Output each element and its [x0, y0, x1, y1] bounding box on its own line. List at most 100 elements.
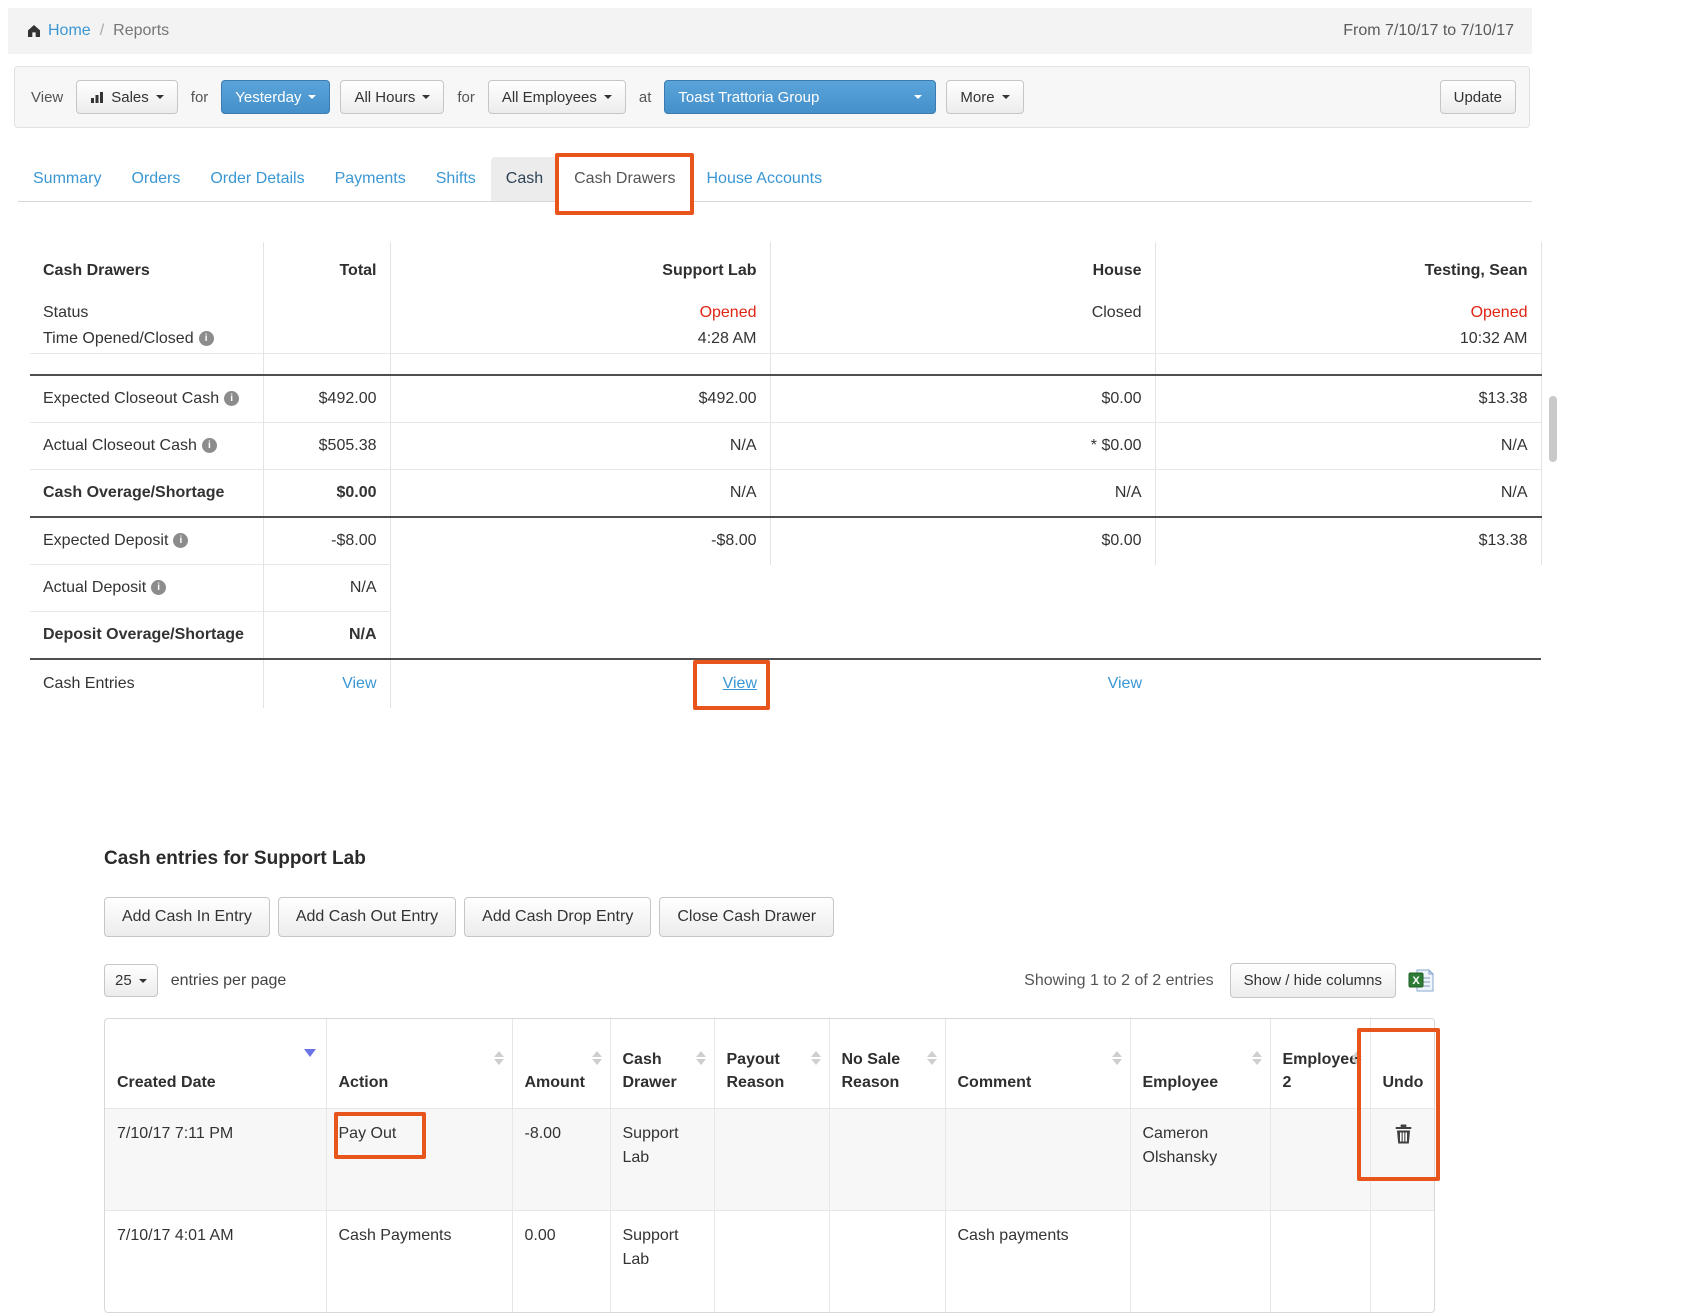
deposit-overage-total: N/A: [263, 612, 390, 660]
col-employee[interactable]: Employee: [1130, 1019, 1270, 1109]
actual-closeout-label: Actual Closeout Cashi: [30, 423, 263, 470]
tab-order-details[interactable]: Order Details: [195, 157, 319, 201]
column-header-house: House: [770, 242, 1155, 300]
col-amount[interactable]: Amount: [512, 1019, 610, 1109]
filter-panel: View Sales for Yesterday All Hours for A…: [14, 66, 1530, 128]
expected-closeout-house: $0.00: [770, 375, 1155, 423]
cell-comment: Cash payments: [945, 1211, 1130, 1313]
sort-icon: [811, 1051, 821, 1065]
chevron-down-icon: [1002, 95, 1010, 99]
table-row: 7/10/17 4:01 AM Cash Payments 0.00 Suppo…: [105, 1211, 1435, 1313]
cell-undo: [1370, 1211, 1435, 1313]
cash-overage-house: N/A: [770, 470, 1155, 518]
sales-dropdown[interactable]: Sales: [76, 80, 178, 114]
tab-payments[interactable]: Payments: [320, 157, 421, 201]
expected-closeout-testing-sean: $13.38: [1155, 375, 1541, 423]
sort-icon: [696, 1051, 706, 1065]
status-row-label: Status: [30, 300, 263, 325]
cell-amount: 0.00: [512, 1211, 610, 1313]
info-icon[interactable]: i: [224, 391, 239, 406]
cash-entries-table: Created Date Action Amount Cash Drawer P…: [105, 1019, 1435, 1312]
breadcrumb-current: Reports: [113, 22, 169, 40]
employees-dropdown[interactable]: All Employees: [488, 80, 626, 114]
view-total-link[interactable]: View: [342, 675, 376, 692]
add-cash-drop-button[interactable]: Add Cash Drop Entry: [464, 897, 651, 937]
cell-cash-drawer: Support Lab: [610, 1211, 714, 1313]
col-created-date[interactable]: Created Date: [105, 1019, 326, 1109]
cash-overage-total: $0.00: [263, 470, 390, 518]
page-size-dropdown[interactable]: 25: [104, 964, 158, 997]
table-header-row: Created Date Action Amount Cash Drawer P…: [105, 1019, 1435, 1109]
tab-cash-drawers[interactable]: Cash Drawers: [558, 156, 691, 202]
scrollbar-thumb[interactable]: [1549, 396, 1557, 462]
info-icon[interactable]: i: [202, 438, 217, 453]
cell-action: Pay Out: [326, 1109, 512, 1211]
col-no-sale-reason[interactable]: No Sale Reason: [829, 1019, 945, 1109]
home-icon: [26, 23, 42, 39]
add-cash-in-button[interactable]: Add Cash In Entry: [104, 897, 270, 937]
actual-closeout-testing-sean: N/A: [1155, 423, 1541, 470]
expected-deposit-testing-sean: $13.38: [1155, 517, 1541, 565]
sort-icon: [1112, 1051, 1122, 1065]
sort-icon: [1352, 1051, 1362, 1065]
add-cash-out-button[interactable]: Add Cash Out Entry: [278, 897, 456, 937]
expected-closeout-support-lab: $492.00: [390, 375, 770, 423]
show-hide-columns-button[interactable]: Show / hide columns: [1230, 963, 1396, 998]
excel-export-icon[interactable]: X: [1408, 967, 1435, 994]
update-button[interactable]: Update: [1440, 80, 1516, 114]
info-icon[interactable]: i: [151, 580, 166, 595]
cash-overage-label: Cash Overage/Shortage: [30, 470, 263, 518]
cell-action: Cash Payments: [326, 1211, 512, 1313]
tab-cash[interactable]: Cash: [491, 157, 558, 201]
col-comment[interactable]: Comment: [945, 1019, 1130, 1109]
expected-deposit-label: Expected Depositi: [30, 517, 263, 565]
restaurant-dropdown[interactable]: Toast Trattoria Group: [664, 80, 936, 114]
cell-employee-2: [1270, 1211, 1370, 1313]
home-link[interactable]: Home: [26, 22, 91, 40]
restaurant-label: Toast Trattoria Group: [678, 89, 819, 106]
trash-icon[interactable]: [1395, 1124, 1412, 1144]
employees-label: All Employees: [502, 89, 597, 106]
col-employee-2[interactable]: Employee 2: [1270, 1019, 1370, 1109]
cell-amount: -8.00: [512, 1109, 610, 1211]
col-payout-reason[interactable]: Payout Reason: [714, 1019, 829, 1109]
showing-entries-text: Showing 1 to 2 of 2 entries: [1024, 972, 1213, 990]
date-preset-dropdown[interactable]: Yesterday: [221, 80, 330, 114]
hours-dropdown[interactable]: All Hours: [340, 80, 444, 114]
cell-no-sale-reason: [829, 1109, 945, 1211]
chevron-down-icon: [914, 95, 922, 99]
sort-icon: [494, 1051, 504, 1065]
expected-deposit-house: $0.00: [770, 517, 1155, 565]
view-house-link[interactable]: View: [1108, 675, 1142, 692]
more-dropdown[interactable]: More: [946, 80, 1023, 114]
update-label: Update: [1454, 89, 1502, 106]
bar-chart-icon: [90, 90, 104, 104]
col-cash-drawer[interactable]: Cash Drawer: [610, 1019, 714, 1109]
table-row: 7/10/17 7:11 PM Pay Out -8.00 Support La…: [105, 1109, 1435, 1211]
cash-overage-testing-sean: N/A: [1155, 470, 1541, 518]
tab-orders[interactable]: Orders: [116, 157, 195, 201]
tab-summary[interactable]: Summary: [18, 157, 116, 201]
close-cash-drawer-button[interactable]: Close Cash Drawer: [659, 897, 834, 937]
tab-house-accounts[interactable]: House Accounts: [691, 157, 837, 201]
report-tabs: Summary Orders Order Details Payments Sh…: [18, 156, 1532, 202]
tab-shifts[interactable]: Shifts: [421, 157, 491, 201]
info-icon[interactable]: i: [199, 331, 214, 346]
more-label: More: [960, 89, 994, 106]
cash-overage-support-lab: N/A: [390, 470, 770, 518]
col-action[interactable]: Action: [326, 1019, 512, 1109]
info-icon[interactable]: i: [173, 533, 188, 548]
view-support-lab-link[interactable]: View: [723, 675, 757, 692]
chevron-down-icon: [308, 95, 316, 99]
date-range-text: From 7/10/17 to 7/10/17: [1343, 22, 1514, 40]
cash-entries-table-wrap: Created Date Action Amount Cash Drawer P…: [104, 1018, 1435, 1313]
chevron-down-icon: [156, 95, 164, 99]
time-support-lab: 4:28 AM: [390, 325, 770, 354]
cell-payout-reason: [714, 1109, 829, 1211]
actual-closeout-total: $505.38: [263, 423, 390, 470]
expected-deposit-total: -$8.00: [263, 517, 390, 565]
table-controls: 25 entries per page Showing 1 to 2 of 2 …: [104, 963, 1435, 998]
chevron-down-icon: [422, 95, 430, 99]
cash-drawers-summary-table: Cash Drawers Total Support Lab House Tes…: [30, 242, 1542, 708]
cell-undo: [1370, 1109, 1435, 1211]
